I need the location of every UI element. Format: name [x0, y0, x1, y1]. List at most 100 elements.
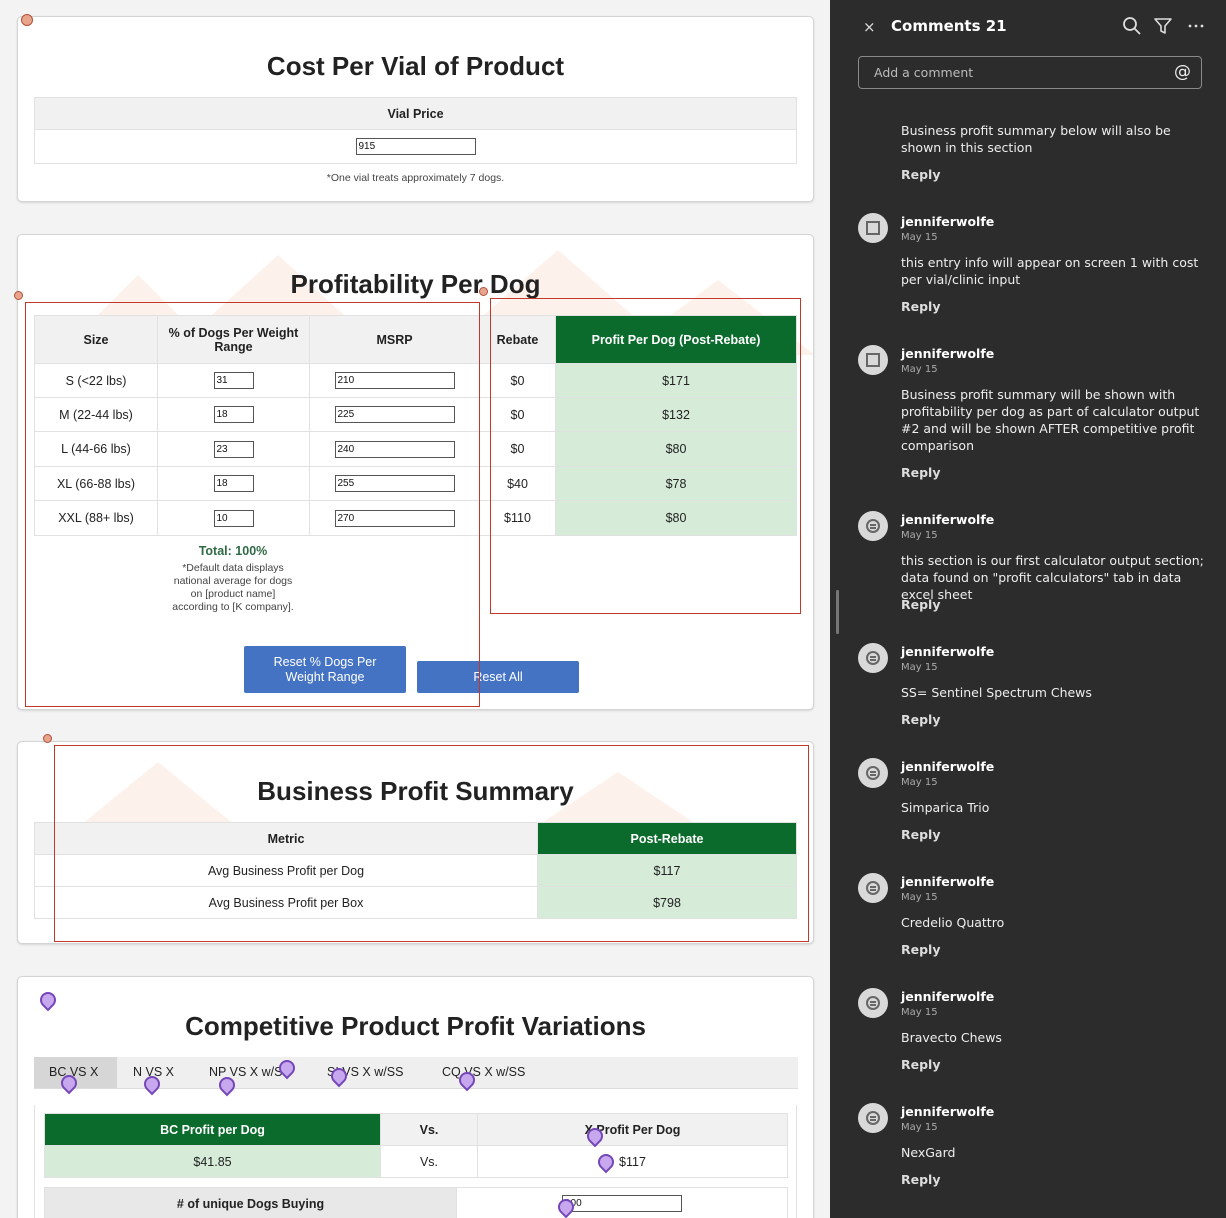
cost-per-vial-card: Cost Per Vial of Product Vial Price 915 …: [17, 16, 814, 202]
chat-icon: [866, 996, 880, 1010]
comment-pin[interactable]: [479, 287, 488, 296]
avatar: [858, 758, 888, 788]
panel-scrollbar[interactable]: [836, 590, 839, 634]
col-size: Size: [34, 315, 158, 364]
comment-text: Bravecto Chews: [901, 1030, 1002, 1045]
unique-dogs-table: # of unique Dogs Buying 100: [44, 1187, 788, 1218]
reply-button[interactable]: Reply: [901, 465, 941, 480]
add-comment-input[interactable]: Add a comment @: [858, 56, 1202, 89]
reply-button[interactable]: Reply: [901, 942, 941, 957]
profitability-card: Profitability Per Dog Size % of Dogs Per…: [17, 234, 814, 710]
reply-button[interactable]: Reply: [901, 597, 941, 612]
comment-author: jenniferwolfe: [901, 512, 995, 527]
unique-dogs-cell: 100: [456, 1187, 788, 1218]
reply-button[interactable]: Reply: [901, 827, 941, 842]
comment-date: May 15: [901, 1007, 938, 1018]
comments-title: Comments 21: [891, 17, 1007, 35]
reply-button[interactable]: Reply: [901, 712, 941, 727]
avatar: [858, 511, 888, 541]
chat-icon: [866, 519, 880, 533]
reply-button[interactable]: Reply: [901, 1057, 941, 1072]
comment-pin[interactable]: [43, 734, 52, 743]
reset-pct-button[interactable]: Reset % Dogs Per Weight Range: [244, 646, 406, 693]
chat-icon: [866, 766, 880, 780]
col-x-profit: X Profit Per Dog: [477, 1113, 788, 1146]
tab-cq-vs-x[interactable]: CQ VS X w/SS: [442, 1065, 526, 1079]
comment-date: May 15: [901, 232, 938, 243]
msrp-input[interactable]: 255: [334, 475, 455, 492]
avatar-icon: [866, 221, 880, 235]
comment-pin[interactable]: [21, 14, 33, 26]
unique-dogs-label: # of unique Dogs Buying: [44, 1187, 457, 1218]
filter-icon[interactable]: [1153, 16, 1173, 36]
pct-input[interactable]: 10: [213, 509, 254, 527]
col-post-rebate: Post-Rebate: [537, 822, 797, 855]
col-bc-profit: BC Profit per Dog: [44, 1113, 381, 1146]
avatar: [858, 873, 888, 903]
reply-button[interactable]: Reply: [901, 299, 941, 314]
comment-author: jenniferwolfe: [901, 1104, 995, 1119]
reply-button[interactable]: Reply: [901, 167, 941, 182]
msrp-cell: 225: [309, 397, 480, 432]
avatar: [858, 213, 888, 243]
value-cell: $117: [537, 854, 797, 887]
default-note-line: on [product name]: [190, 588, 276, 600]
msrp-input[interactable]: 225: [334, 406, 455, 423]
comment-author: jenniferwolfe: [901, 989, 995, 1004]
close-icon[interactable]: ×: [863, 18, 876, 36]
profitability-title: Profitability Per Dog: [290, 269, 541, 299]
vial-price-table: Vial Price 915: [34, 97, 797, 164]
pct-input[interactable]: 18: [213, 406, 254, 423]
msrp-input[interactable]: 240: [334, 440, 455, 458]
msrp-cell: 255: [309, 466, 480, 501]
pct-input[interactable]: 23: [213, 440, 254, 458]
tab-n-vs-x[interactable]: N VS X: [133, 1065, 174, 1079]
more-icon[interactable]: [1186, 16, 1206, 36]
tab-np-vs-x[interactable]: NP VS X w/SS: [209, 1065, 291, 1079]
x-profit-cell: $117: [477, 1145, 788, 1178]
add-comment-placeholder: Add a comment: [874, 65, 974, 80]
msrp-input[interactable]: 210: [334, 372, 455, 389]
search-icon[interactable]: [1122, 16, 1142, 36]
table-row: XL (66-88 lbs) 18 255 $40 $78: [34, 466, 797, 501]
rebate-cell: $40: [479, 466, 556, 501]
mention-icon[interactable]: @: [1174, 62, 1191, 82]
reply-button[interactable]: Reply: [901, 1172, 941, 1187]
pct-cell: 31: [157, 363, 310, 398]
pct-input[interactable]: 18: [213, 475, 254, 492]
pct-cell: 10: [157, 500, 310, 536]
comment-text: Credelio Quattro: [901, 915, 1005, 930]
business-profit-title: Business Profit Summary: [257, 776, 574, 806]
profit-cell: $80: [555, 431, 797, 467]
comment-text: SS= Sentinel Spectrum Chews: [901, 685, 1092, 700]
table-row: M (22-44 lbs) 18 225 $0 $132: [34, 397, 797, 432]
col-msrp: MSRP: [309, 315, 480, 364]
table-row: $41.85 Vs. $117: [44, 1145, 788, 1178]
size-cell: M (22-44 lbs): [34, 397, 158, 432]
col-profit: Profit Per Dog (Post-Rebate): [555, 315, 797, 364]
avatar: [858, 345, 888, 375]
rebate-cell: $0: [479, 431, 556, 467]
chat-icon: [866, 651, 880, 665]
metric-cell: Avg Business Profit per Box: [34, 886, 538, 919]
size-cell: L (44-66 lbs): [34, 431, 158, 467]
profit-cell: $132: [555, 397, 797, 432]
comment-text: this section is our first calculator out…: [901, 553, 1204, 602]
unique-dogs-input[interactable]: 100: [562, 1195, 682, 1212]
msrp-input[interactable]: 270: [334, 509, 455, 527]
comment-text: Business profit summary will be shown wi…: [901, 387, 1200, 453]
bc-profit-cell: $41.85: [44, 1145, 381, 1178]
msrp-cell: 270: [309, 500, 480, 536]
pct-cell: 18: [157, 466, 310, 501]
document-canvas: Cost Per Vial of Product Vial Price 915 …: [14, 14, 814, 1218]
comment-author: jenniferwolfe: [901, 644, 995, 659]
metric-cell: Avg Business Profit per Dog: [34, 854, 538, 887]
comment-pin[interactable]: [14, 291, 23, 300]
rebate-cell: $0: [479, 397, 556, 432]
tab-si-vs-x[interactable]: SI VS X w/SS: [327, 1065, 404, 1079]
profit-cell: $171: [555, 363, 797, 398]
vial-note: *One vial treats approximately 7 dogs.: [326, 172, 505, 184]
vial-price-input[interactable]: 915: [355, 138, 476, 155]
reset-all-button[interactable]: Reset All: [417, 661, 579, 693]
pct-input[interactable]: 31: [213, 372, 254, 389]
